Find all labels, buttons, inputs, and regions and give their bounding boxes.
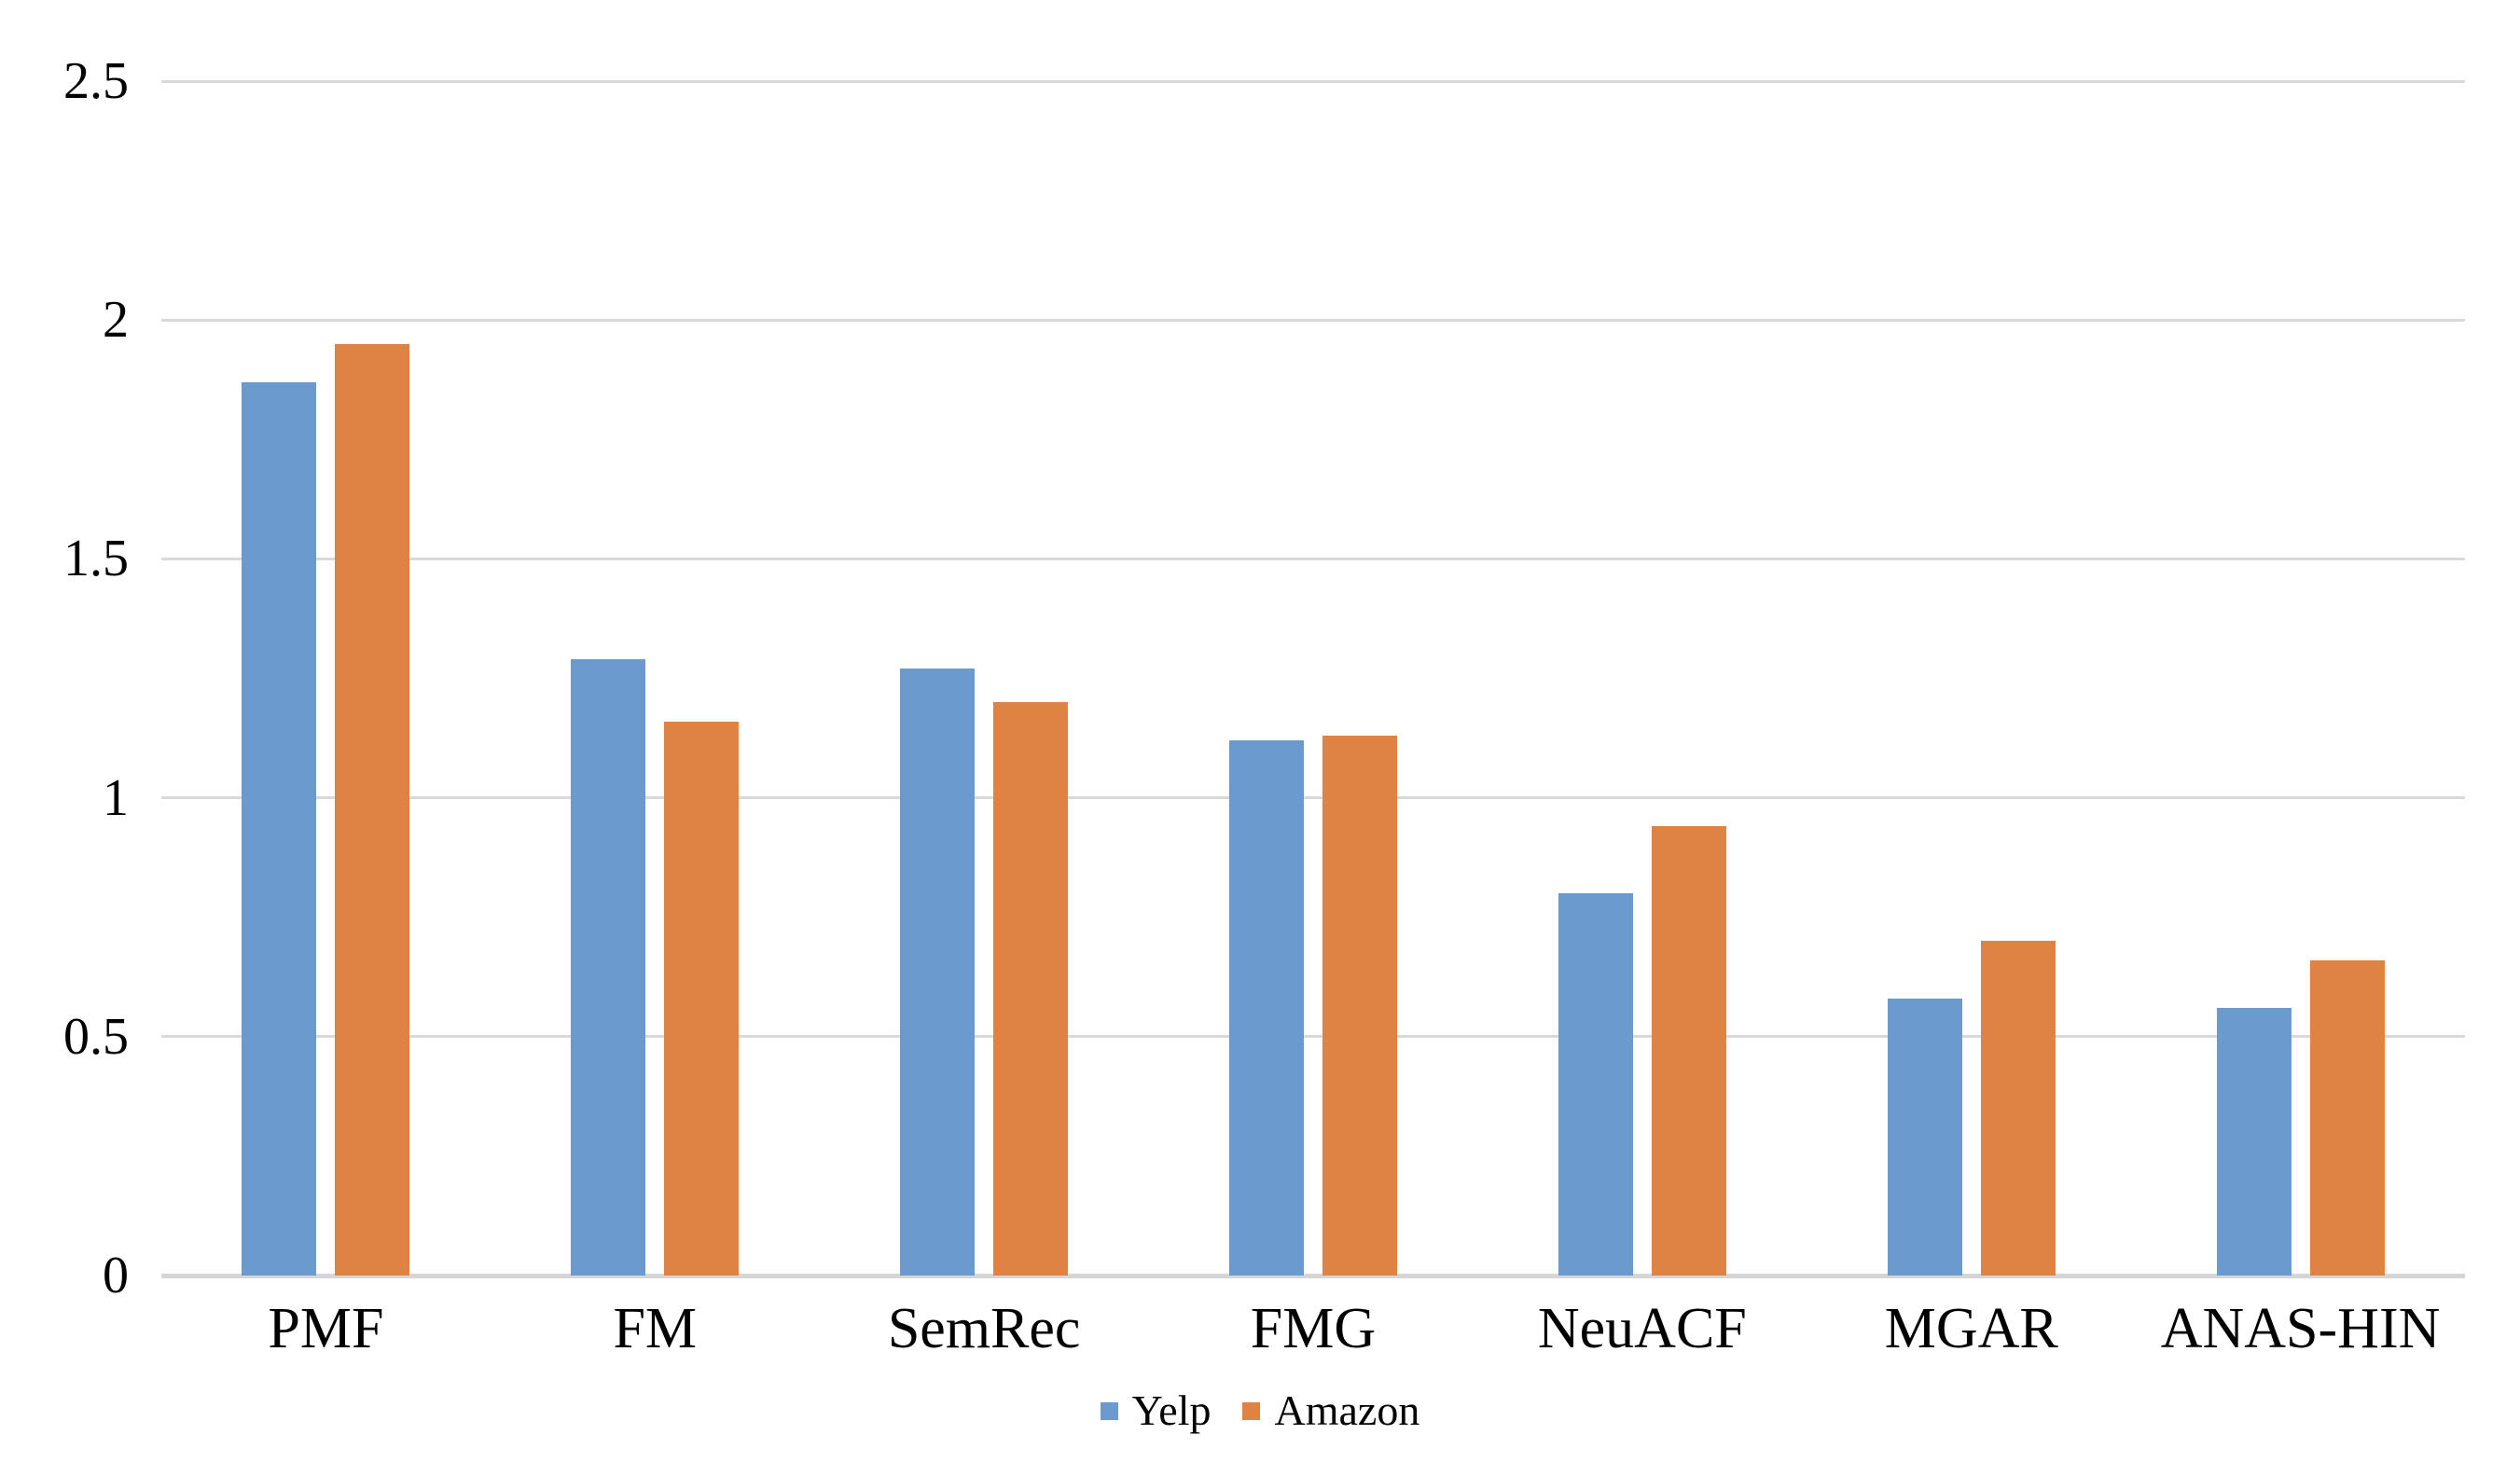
bar-yelp-neuacf xyxy=(1558,893,1633,1276)
category-label-neuacf: NeuACF xyxy=(1537,1297,1747,1360)
bar-amazon-pmf xyxy=(335,343,410,1276)
gridline xyxy=(161,557,2465,560)
bar-yelp-fm xyxy=(571,659,646,1276)
y-tick-label: 1.5 xyxy=(63,530,129,588)
legend-label-yelp: Yelp xyxy=(1131,1386,1212,1434)
legend-item-yelp: Yelp xyxy=(1100,1386,1212,1434)
bar-amazon-fm xyxy=(664,721,740,1276)
bar-yelp-anas-hin xyxy=(2216,1008,2292,1276)
category-label-mgar: MGAR xyxy=(1884,1297,2058,1360)
category-label-anas-hin: ANAS-HIN xyxy=(2160,1297,2441,1360)
y-tick-label: 0.5 xyxy=(63,1007,129,1066)
gridline xyxy=(161,796,2465,800)
bar-group-mgar xyxy=(1807,941,2136,1276)
bar-group-pmf xyxy=(161,343,491,1276)
gridline xyxy=(161,1035,2465,1039)
bar-group-anas-hin xyxy=(2136,959,2465,1276)
legend-label-amazon: Amazon xyxy=(1274,1386,1420,1434)
y-tick-label: 2 xyxy=(103,291,129,350)
y-tick-label: 1 xyxy=(103,768,129,827)
bar-group-neuacf xyxy=(1477,826,1807,1276)
bar-group-fmg xyxy=(1149,736,1478,1276)
gridline xyxy=(161,79,2465,83)
bar-group-fm xyxy=(491,659,820,1276)
y-tick-label: 0 xyxy=(103,1247,129,1304)
bar-yelp-semrec xyxy=(900,669,976,1276)
bar-amazon-mgar xyxy=(1980,941,2056,1276)
category-label-semrec: SemRec xyxy=(887,1297,1081,1360)
bar-yelp-mgar xyxy=(1887,998,1962,1276)
gridline xyxy=(161,318,2465,322)
category-label-fm: FM xyxy=(613,1297,698,1360)
category-label-fmg: FMG xyxy=(1250,1297,1377,1360)
legend-item-amazon: Amazon xyxy=(1242,1389,1419,1432)
bar-amazon-neuacf xyxy=(1651,826,1726,1276)
bar-group-semrec xyxy=(820,669,1149,1276)
bar-yelp-fmg xyxy=(1228,740,1304,1276)
bar-yelp-pmf xyxy=(242,381,317,1276)
legend-swatch-yelp xyxy=(1100,1401,1118,1420)
bar-amazon-anas-hin xyxy=(2309,959,2385,1276)
legend: Yelp Amazon xyxy=(0,1389,2520,1432)
category-label-pmf: PMF xyxy=(268,1297,384,1360)
y-tick-label: 2.5 xyxy=(63,52,129,110)
legend-swatch-amazon xyxy=(1242,1401,1261,1420)
x-axis-line xyxy=(161,1273,2465,1278)
bar-amazon-semrec xyxy=(993,702,1069,1276)
bar-amazon-fmg xyxy=(1322,736,1397,1276)
